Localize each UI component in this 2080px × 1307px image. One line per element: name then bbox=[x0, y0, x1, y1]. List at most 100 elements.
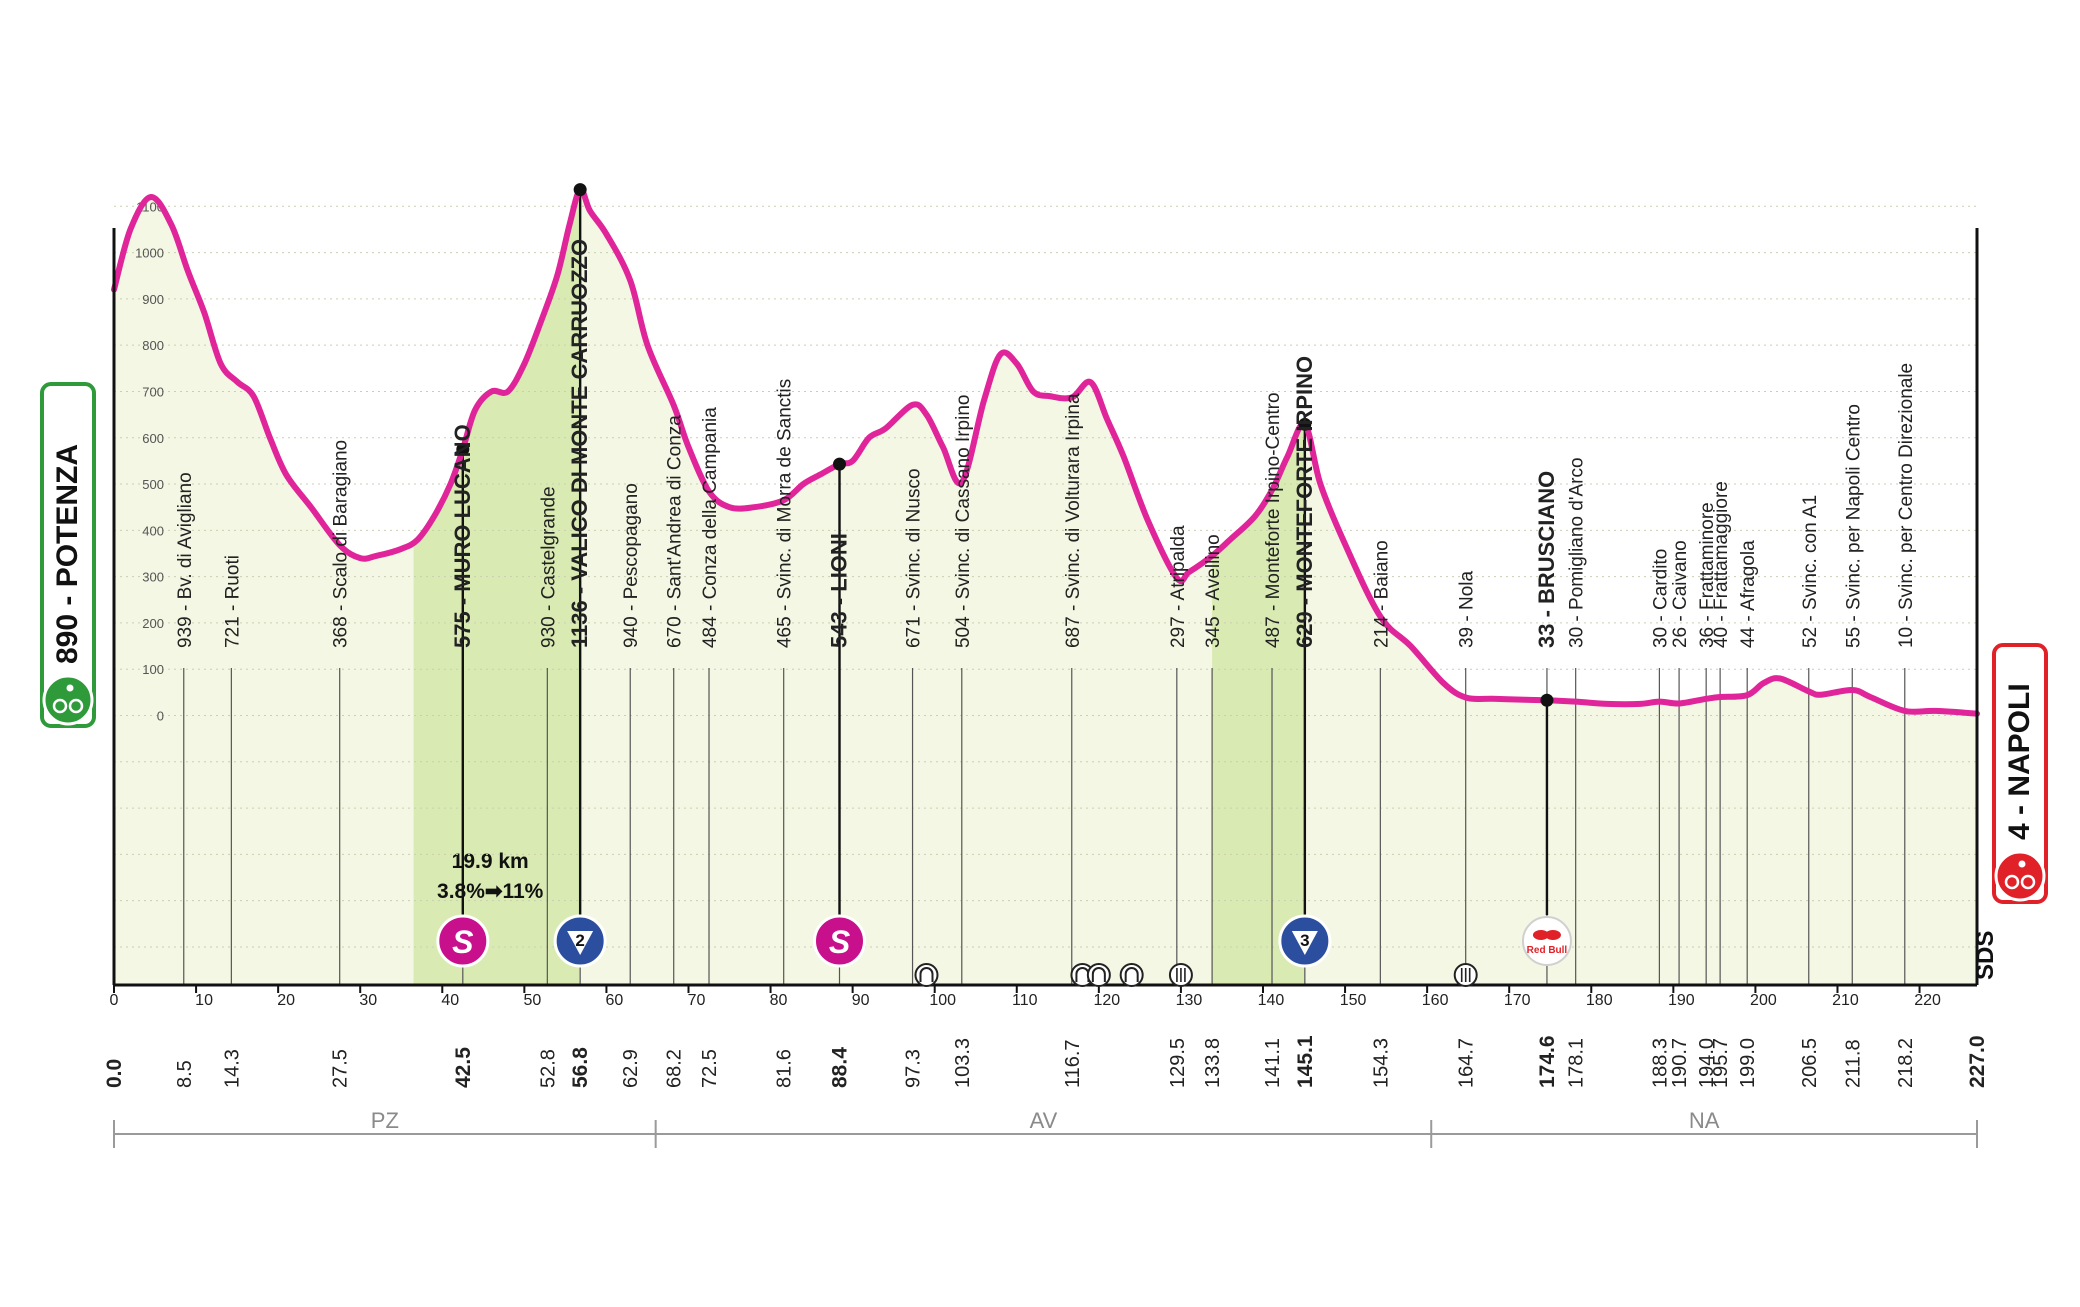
km-label: 97.3 bbox=[903, 1049, 925, 1088]
x-tick-label: 80 bbox=[770, 992, 788, 1009]
climb-length-label: 19.9 km bbox=[452, 850, 529, 873]
y-tick-label: 1000 bbox=[135, 246, 164, 261]
waypoint-label: 1136 - VALICO DI MONTE CARRUOZZO bbox=[567, 239, 592, 648]
bonus-badge-text: Red Bull bbox=[1527, 945, 1568, 956]
province-label: PZ bbox=[371, 1108, 399, 1133]
province-label: AV bbox=[1030, 1108, 1058, 1133]
bull-icon bbox=[1532, 930, 1549, 940]
km-label: 190.7 bbox=[1669, 1038, 1691, 1088]
finish-badge: 4 - NAPOLI bbox=[1992, 643, 2048, 904]
km-label: 8.5 bbox=[174, 1060, 196, 1088]
x-tick-label: 160 bbox=[1422, 992, 1449, 1009]
km-label: 211.8 bbox=[1842, 1039, 1864, 1088]
y-tick-label: 500 bbox=[142, 477, 164, 492]
kom-badge-text: 2 bbox=[575, 931, 584, 950]
km-label: 62.9 bbox=[620, 1049, 642, 1088]
waypoint-labels-layer: 939 - Bv. di Avigliano 721 - Ruoti 368 - S… bbox=[40, 239, 2048, 904]
x-tick-label: 170 bbox=[1504, 992, 1531, 1009]
waypoint-label: 543 - LIONI bbox=[827, 533, 852, 648]
climb-area-2 bbox=[1212, 424, 1305, 985]
tunnel-arch-icon bbox=[1091, 967, 1106, 982]
km-label: 194.0 bbox=[1696, 1038, 1718, 1088]
y-tick-label: 800 bbox=[142, 338, 164, 353]
waypoint-label: 671 - Svinc. di Nusco bbox=[904, 468, 925, 648]
km-label: 72.5 bbox=[699, 1049, 721, 1088]
y-tick-label: 400 bbox=[142, 523, 164, 538]
km-label: 103.3 bbox=[952, 1038, 974, 1088]
km-label: 68.2 bbox=[664, 1049, 686, 1088]
waypoint-label: 504 - Svinc. di Cassano Irpino bbox=[953, 395, 974, 648]
sprint-badge-text: S bbox=[452, 924, 474, 960]
km-label: 133.8 bbox=[1202, 1038, 1224, 1088]
km-label: 145.1 bbox=[1294, 1035, 1317, 1088]
x-tick-label: 140 bbox=[1258, 992, 1285, 1009]
badge-sprint: S bbox=[813, 914, 867, 968]
badge-kom: 2 bbox=[553, 914, 607, 968]
wheel-icon bbox=[2020, 874, 2036, 890]
km-label: 188.3 bbox=[1649, 1038, 1671, 1088]
bull-icon bbox=[1544, 930, 1561, 940]
finish-badge-cyclist-icon bbox=[1994, 850, 2046, 902]
profile-line-layer bbox=[111, 183, 1980, 717]
finish-badge-frame bbox=[1992, 643, 2048, 904]
km-label: 56.8 bbox=[569, 1047, 592, 1088]
waypoint-label: 44 - Afragola bbox=[1738, 540, 1759, 648]
key-point-dot bbox=[1540, 693, 1554, 707]
waypoint-label: 721 - Ruoti bbox=[222, 555, 243, 648]
x-tick-label: 150 bbox=[1340, 992, 1367, 1009]
y-tick-label: 600 bbox=[142, 431, 164, 446]
key-point-dot bbox=[1298, 417, 1312, 431]
waypoint-label: 940 - Pescopagano bbox=[621, 483, 642, 648]
waypoint-label: 10 - Svinc. per Centro Direzionale bbox=[1896, 363, 1917, 648]
tunnel-arch-icon bbox=[919, 967, 934, 982]
x-tick-label: 210 bbox=[1832, 992, 1859, 1009]
axis-layer: 0 10 20 30 40 50 60 70 80 90 100 110 120 130 140 150 160… bbox=[103, 228, 1989, 1088]
km-label: 195.7 bbox=[1710, 1038, 1732, 1088]
km-label: 141.1 bbox=[1262, 1038, 1284, 1088]
waypoint-label: 687 - Svinc. di Volturara Irpina bbox=[1063, 393, 1084, 648]
x-tick-label: 10 bbox=[195, 992, 213, 1009]
wheel-icon bbox=[68, 698, 84, 714]
provinces-layer: PZ AV NA bbox=[113, 1108, 1978, 1148]
waypoint-label: 930 - Castelgrande bbox=[538, 486, 559, 648]
x-tick-label: 60 bbox=[606, 992, 624, 1009]
key-point-dot bbox=[573, 183, 587, 197]
kom-badge-text: 3 bbox=[1300, 931, 1309, 950]
kom-triangle-icon bbox=[567, 931, 594, 955]
x-tick-label: 70 bbox=[688, 992, 706, 1009]
rider-head-icon bbox=[2018, 860, 2026, 868]
km-label: 154.3 bbox=[1370, 1038, 1392, 1088]
key-point-dot bbox=[833, 457, 847, 471]
waypoint-label: 465 - Svinc. di Morra de Sanctis bbox=[775, 379, 796, 648]
waypoint-label: 55 - Svinc. per Napoli Centro bbox=[1843, 404, 1864, 648]
waypoint-label: 214 - Baiano bbox=[1371, 540, 1392, 648]
start-badge-frame bbox=[40, 382, 96, 728]
km-label: 14.3 bbox=[221, 1049, 243, 1088]
bonus-badge-icon bbox=[1521, 916, 1572, 966]
waypoint-label: 629 - MONTEFORTE IRPINO bbox=[1292, 356, 1317, 648]
badge-bonus: Red Bull bbox=[1521, 916, 1572, 966]
sprint-badge-icon bbox=[813, 914, 867, 968]
sprint-badge-icon bbox=[436, 914, 490, 968]
waypoint-label: 297 - Atripalda bbox=[1168, 525, 1189, 648]
sds-logo: SDS bbox=[1972, 931, 1999, 980]
km-label: 116.7 bbox=[1062, 1039, 1084, 1088]
waypoint-label: 939 - Bv. di Avigliano bbox=[175, 472, 196, 648]
km-label: 81.6 bbox=[774, 1049, 796, 1088]
waypoint-label: 30 - Cardito bbox=[1650, 549, 1671, 648]
km-label: 129.5 bbox=[1167, 1038, 1189, 1088]
waypoint-label: 484 - Conza della Campania bbox=[700, 407, 721, 648]
km-label: 206.5 bbox=[1799, 1038, 1821, 1088]
start-badge-cyclist-icon bbox=[42, 674, 94, 726]
x-tick-label: 200 bbox=[1750, 992, 1777, 1009]
waypoint-label: 40 - Frattamaggiore bbox=[1711, 481, 1732, 648]
waypoint-label: 52 - Svinc. con A1 bbox=[1800, 495, 1821, 648]
x-tick-label: 130 bbox=[1176, 992, 1203, 1009]
finish-badge-label: 4 - NAPOLI bbox=[2003, 683, 2036, 840]
start-badge: 890 - POTENZA bbox=[40, 382, 96, 728]
km-label: 164.7 bbox=[1456, 1038, 1478, 1088]
start-badge-label: 890 - POTENZA bbox=[51, 444, 84, 664]
